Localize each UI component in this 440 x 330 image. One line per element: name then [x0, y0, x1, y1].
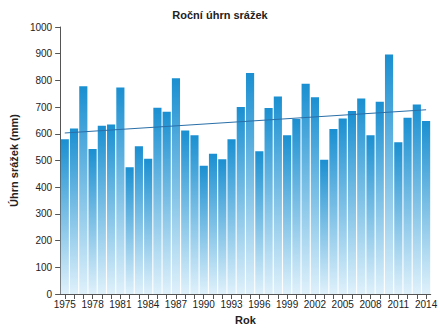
- svg-text:2008: 2008: [359, 299, 382, 310]
- svg-text:300: 300: [35, 208, 52, 219]
- svg-text:1999: 1999: [276, 299, 299, 310]
- svg-text:1000: 1000: [30, 22, 53, 33]
- svg-text:1987: 1987: [165, 299, 188, 310]
- svg-text:1996: 1996: [248, 299, 271, 310]
- svg-text:700: 700: [35, 102, 52, 113]
- svg-text:600: 600: [35, 128, 52, 139]
- svg-text:1978: 1978: [81, 299, 104, 310]
- svg-text:500: 500: [35, 155, 52, 166]
- svg-text:200: 200: [35, 235, 52, 246]
- svg-text:Roční úhrn srážek: Roční úhrn srážek: [172, 9, 268, 21]
- svg-text:2002: 2002: [304, 299, 327, 310]
- svg-text:2014: 2014: [415, 299, 438, 310]
- svg-text:1993: 1993: [220, 299, 243, 310]
- svg-text:1984: 1984: [137, 299, 160, 310]
- svg-text:100: 100: [35, 262, 52, 273]
- svg-text:900: 900: [35, 48, 52, 59]
- svg-text:1975: 1975: [54, 299, 77, 310]
- svg-text:800: 800: [35, 75, 52, 86]
- svg-text:400: 400: [35, 182, 52, 193]
- svg-text:2011: 2011: [388, 299, 410, 310]
- svg-text:1981: 1981: [109, 299, 132, 310]
- svg-text:2005: 2005: [332, 299, 355, 310]
- svg-text:0: 0: [47, 289, 53, 300]
- svg-text:Úhrn srážek (mm): Úhrn srážek (mm): [8, 114, 20, 207]
- svg-text:1990: 1990: [193, 299, 216, 310]
- svg-text:Rok: Rok: [235, 314, 257, 326]
